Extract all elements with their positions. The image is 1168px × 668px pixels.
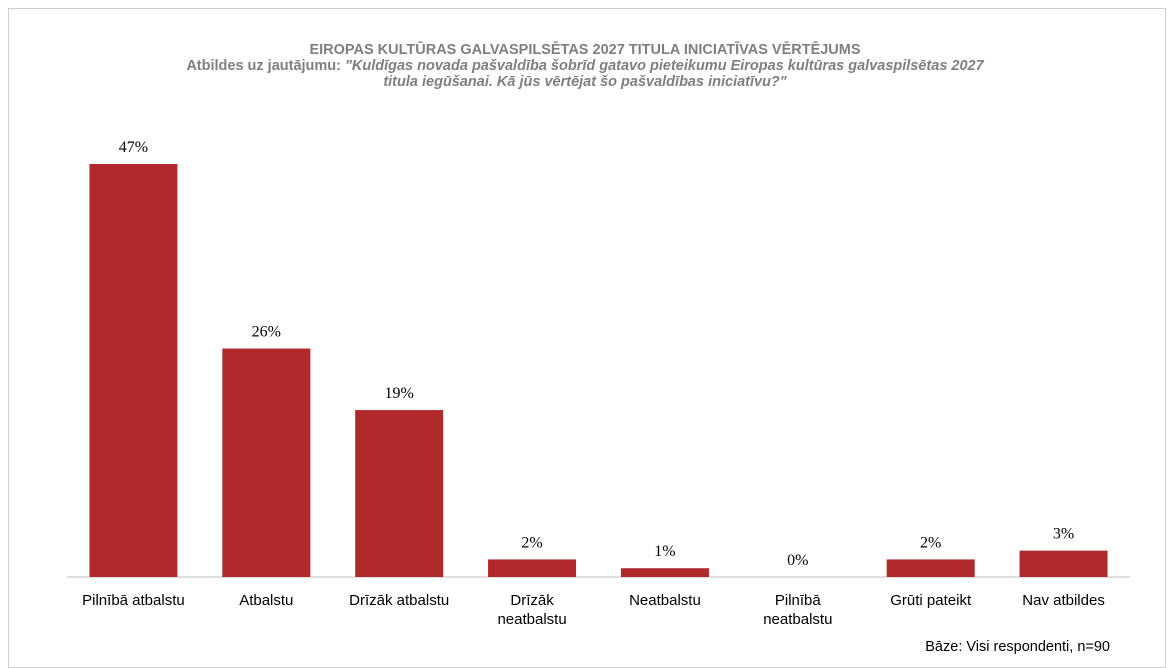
bar [1019,550,1108,577]
data-label: 0% [787,552,808,569]
x-tick-label: Nav atbildes [1022,592,1105,609]
x-tick-label: Drīzāk neatbalstu [497,592,567,628]
data-label: 1% [654,543,675,560]
x-tick-label: Pilnībā atbalstu [82,592,185,609]
bar [89,164,178,577]
x-tick-label: Grūti pateikt [890,592,972,609]
bar [355,410,444,577]
header: EIROPAS KULTŪRAS GALVASPILSĒTAS 2027 TIT… [175,42,995,90]
data-label: 47% [119,139,148,156]
data-label: 2% [920,534,941,551]
data-label: 3% [1053,526,1074,543]
x-tick-label: Drīzāk atbalstu [349,592,450,609]
base-note: Bāze: Visi respondenti, n=90 [925,639,1110,655]
data-label: 2% [521,534,542,551]
x-tick-label: Neatbalstu [629,592,701,609]
data-label: 26% [252,324,281,341]
subtitle-question: "Kuldīgas novada pašvaldība šobrīd gatav… [345,58,984,90]
bar [886,559,975,577]
chart-title: EIROPAS KULTŪRAS GALVASPILSĒTAS 2027 TIT… [309,42,861,58]
subtitle-prefix: Atbildes uz jautājumu: [186,58,341,74]
bar [222,348,311,577]
bar [488,559,577,577]
bar [620,568,709,577]
chart-subtitle: Atbildes uz jautājumu: "Kuldīgas novada … [175,58,995,90]
x-tick-label: Pilnībā neatbalstu [763,592,833,628]
data-label: 19% [385,385,414,402]
x-tick-label: Atbalstu [239,592,294,609]
